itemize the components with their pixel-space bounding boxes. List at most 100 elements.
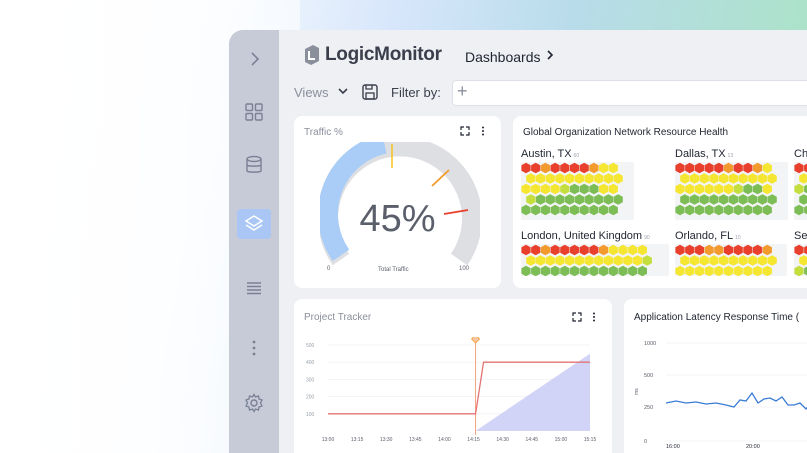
hex-cell: [594, 194, 604, 205]
hex-cell: [555, 194, 565, 205]
hex-cell: [799, 173, 807, 184]
hex-grid-orlando: [675, 244, 787, 276]
hex-cell: [526, 173, 536, 184]
traffic-widget: Traffic % 45% 0 Total Traffic 100: [294, 116, 501, 288]
hex-grid-se: [794, 244, 807, 276]
hex-cell: [545, 255, 555, 266]
hex-cell: [733, 162, 743, 174]
hex-cell: [608, 244, 618, 256]
more-vertical-icon[interactable]: [480, 126, 486, 136]
y-tick-label: 300: [306, 377, 315, 383]
chevron-down-icon[interactable]: [337, 85, 349, 97]
hex-cell: [685, 244, 695, 256]
hex-cell: [526, 255, 536, 266]
hex-cell: [569, 265, 580, 276]
main-area: LogicMonitor Dashboards Views Filter by:…: [279, 30, 807, 453]
hex-cell: [603, 255, 614, 266]
list-icon[interactable]: [237, 273, 271, 303]
hex-cell: [689, 194, 700, 205]
hex-grid-london: [521, 244, 669, 276]
more-vertical-icon[interactable]: [591, 312, 597, 322]
hex-cell: [565, 194, 575, 205]
hex-cell: [560, 183, 570, 195]
add-filter-icon[interactable]: +: [457, 81, 468, 101]
hex-cell: [535, 194, 546, 205]
hex-cell: [767, 173, 777, 184]
hex-cell: [608, 265, 618, 276]
hex-cell: [569, 162, 580, 174]
hex-cell: [637, 244, 647, 256]
hex-cell: [723, 244, 734, 256]
city-label: Ch: [794, 148, 807, 160]
hex-cell: [680, 255, 690, 266]
y-tick-label: 500: [644, 373, 653, 379]
hex-cell: [613, 255, 623, 266]
hex-cell: [723, 265, 734, 276]
hex-cell: [618, 265, 628, 276]
hex-cell: [767, 194, 777, 205]
hex-cell: [719, 255, 729, 266]
hex-cell: [608, 204, 618, 216]
hex-cell: [521, 265, 531, 276]
hex-cell: [603, 194, 614, 205]
hex-cell: [748, 173, 758, 184]
x-tick-label: 14:30: [496, 437, 509, 443]
marker-diamond: [470, 337, 481, 344]
hex-cell: [574, 255, 584, 266]
top-bar: LogicMonitor Dashboards: [279, 30, 807, 84]
hex-cell: [550, 162, 560, 174]
database-icon[interactable]: [237, 150, 271, 180]
hex-cell: [762, 183, 772, 195]
logo[interactable]: LogicMonitor: [303, 44, 442, 66]
fullscreen-icon[interactable]: [460, 126, 470, 136]
hex-cell: [804, 245, 807, 255]
hex-cell: [531, 244, 541, 256]
filter-input[interactable]: +: [452, 80, 807, 106]
hex-grid-austin: [521, 162, 634, 220]
hex-cell: [709, 255, 719, 266]
hex-cell: [753, 183, 763, 195]
fullscreen-icon[interactable]: [572, 312, 582, 322]
grid-icon[interactable]: [237, 97, 271, 127]
views-dropdown[interactable]: Views: [294, 85, 329, 100]
hex-cell: [531, 265, 541, 276]
hex-cell: [608, 162, 618, 174]
y-tick-label: 400: [306, 360, 315, 366]
save-icon[interactable]: [361, 83, 379, 101]
city-label: Se: [794, 230, 807, 242]
city-label: Orlando, FL 10: [675, 230, 741, 242]
chevron-right-icon[interactable]: [545, 48, 555, 62]
hex-cell: [675, 162, 685, 174]
hex-cell: [704, 204, 714, 216]
widget-title: Project Tracker: [304, 312, 372, 323]
hex-cell: [694, 244, 704, 256]
hex-cell: [618, 244, 628, 256]
hex-cell: [767, 255, 777, 266]
gear-icon[interactable]: [237, 388, 271, 418]
layers-icon[interactable]: [237, 209, 271, 239]
chevron-right-icon[interactable]: [237, 44, 271, 74]
more-vertical-icon[interactable]: [237, 333, 271, 363]
hex-cell: [579, 183, 589, 195]
hex-cell: [748, 255, 758, 266]
breadcrumb-dashboards[interactable]: Dashboards: [465, 49, 541, 65]
hex-cell: [540, 244, 550, 256]
hex-cell: [540, 265, 550, 276]
hex-cell: [794, 244, 804, 256]
hex-cell: [728, 255, 738, 266]
hex-cell: [714, 265, 724, 276]
hex-cell: [723, 204, 734, 216]
hex-cell: [675, 244, 685, 256]
hex-cell: [589, 162, 599, 174]
hex-cell: [555, 173, 565, 184]
hex-cell: [714, 244, 724, 256]
forecast-area: [475, 353, 590, 431]
latency-chart: 1000 500 250 0 ms 16:00 20:00: [634, 341, 807, 450]
hex-cell: [743, 244, 753, 256]
hex-cell: [637, 265, 647, 276]
hex-cell: [748, 194, 758, 205]
hex-grid-ch: [794, 162, 807, 220]
hex-cell: [762, 244, 772, 256]
hex-cell: [589, 183, 599, 195]
hex-cell: [757, 255, 768, 266]
